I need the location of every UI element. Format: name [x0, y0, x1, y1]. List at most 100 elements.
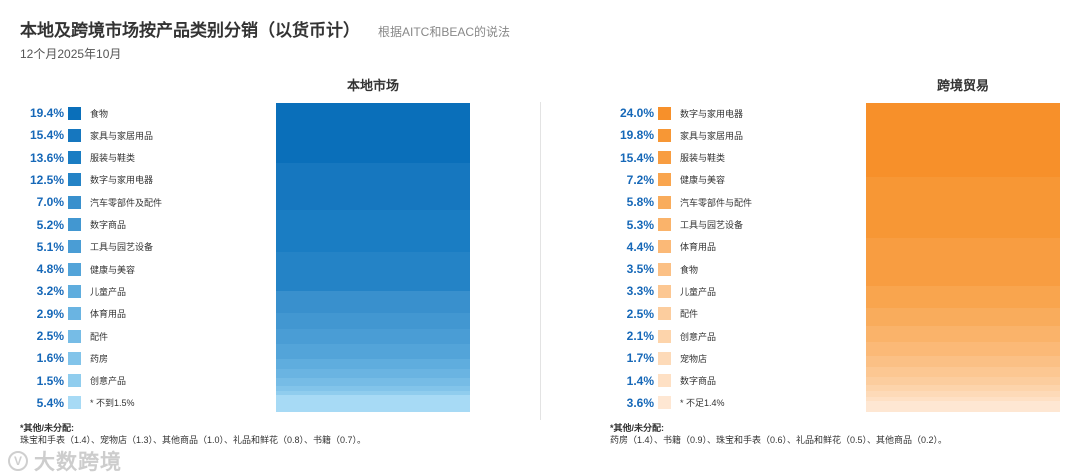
local-other-note: *其他/未分配: 珠宝和手表（1.4）、宠物店（1.3）、其他商品（1.0）、礼…	[20, 422, 380, 446]
local-percent-label: 7.0%	[36, 195, 64, 210]
cross-border-percent-label: 3.3%	[626, 284, 654, 299]
cross-border-legend-row: 7.2% 健康与美容	[610, 169, 725, 191]
local-percent-label: 15.4%	[29, 128, 64, 143]
local-percent-label: 19.4%	[29, 106, 64, 120]
local-category-label: 药房	[90, 353, 109, 364]
cross-border-bar-segment	[866, 377, 1060, 386]
local-category-label: 家具与家居用品	[90, 130, 154, 141]
local-bar-segment	[276, 290, 470, 314]
local-bar-segment	[276, 390, 470, 396]
local-category-label: 儿童产品	[90, 286, 127, 297]
cross-border-percent-label: 7.2%	[626, 172, 654, 187]
cross-border-legend-swatch	[658, 396, 671, 410]
cross-border-legend-swatch	[658, 284, 671, 298]
page-title: 本地及跨境市场按产品类别分销（以货币计）	[20, 21, 360, 40]
cross-border-legend-swatch	[658, 173, 671, 187]
local-legend-row: 4.8% 健康与美容	[20, 258, 135, 280]
cross-border-legend-row: 1.4% 数字商品	[610, 370, 716, 392]
local-percent-label: 5.4%	[36, 395, 64, 410]
local-legend-swatch	[68, 173, 81, 187]
cross-border-percent-label: 2.5%	[626, 306, 654, 321]
local-legend-swatch	[68, 329, 81, 343]
local-percent-label: 12.5%	[29, 172, 64, 187]
local-category-label: 健康与美容	[90, 264, 136, 275]
cross-border-legend-row: 2.5% 配件	[610, 303, 698, 325]
cross-border-percent-label: 15.4%	[619, 150, 654, 165]
cross-border-percent-label: 3.6%	[626, 395, 654, 410]
local-category-label: 创意产品	[90, 376, 127, 387]
cross-border-category-label: 数字商品	[680, 376, 717, 387]
cross-border-percent-label: 4.4%	[626, 239, 654, 254]
local-category-label: 工具与园艺设备	[90, 242, 154, 253]
cross-border-percent-label: 1.7%	[626, 351, 654, 366]
local-legend-swatch	[68, 240, 81, 254]
local-category-label: 服装与鞋类	[90, 153, 136, 164]
cross-border-legend-row: 3.5% 食物	[610, 258, 698, 280]
cross-border-legend-swatch	[658, 329, 671, 343]
local-category-label: 食物	[90, 108, 109, 119]
local-legend-swatch	[68, 106, 81, 120]
local-category-label: 数字商品	[90, 220, 127, 230]
cross-border-category-label: 配件	[680, 309, 699, 320]
cross-border-percent-label: 19.8%	[619, 128, 654, 143]
local-percent-label: 5.2%	[36, 217, 64, 232]
local-legend-swatch	[68, 351, 81, 365]
local-bar-segment	[276, 385, 470, 392]
local-legend-swatch	[68, 128, 81, 142]
local-other-note-title: *其他/未分配:	[20, 423, 75, 433]
cross-border-other-note: *其他/未分配: 药房（1.4）、书籍（0.9）、珠宝和手表（0.6）、礼品和鲜…	[610, 422, 950, 446]
local-legend-swatch	[68, 218, 81, 231]
local-percent-label: 13.6%	[29, 150, 64, 165]
local-market-title: 本地市场	[346, 78, 399, 93]
cross-border-legend-swatch	[658, 195, 671, 209]
local-legend-row: 7.0% 汽车零部件及配件	[20, 191, 162, 213]
watermark: V 大数跨境	[8, 446, 122, 474]
cross-border-legend-row: 4.4% 体育用品	[610, 236, 716, 258]
cross-border-bar-segment	[866, 384, 1060, 392]
cross-border-category-label: 工具与园艺设备	[680, 220, 744, 230]
local-bar-segment	[276, 395, 470, 413]
cross-border-bar-segment	[866, 308, 1060, 327]
local-legend-row: 13.6% 服装与鞋类	[20, 147, 135, 169]
local-percent-label: 1.5%	[36, 373, 64, 388]
local-legend-swatch	[68, 396, 81, 410]
cross-border-percent-label: 1.4%	[626, 373, 654, 388]
cross-border-legend-row: 15.4% 服装与鞋类	[610, 147, 725, 169]
local-legend-row: 19.4% 食物	[20, 102, 108, 124]
cross-border-category-label: * 不足1.4%	[680, 398, 725, 409]
panel-divider	[540, 102, 541, 420]
cross-border-category-label: 家具与家居用品	[680, 130, 744, 141]
cross-border-other-note-title: *其他/未分配:	[610, 423, 665, 433]
cross-border-legend-row: 3.3% 儿童产品	[610, 280, 716, 302]
cross-border-legend-swatch	[658, 106, 671, 120]
local-percent-label: 2.5%	[36, 329, 64, 343]
local-market-panel: 本地市场 19.4% 食物 15.4% 家具与家居用品 13.6% 服装与鞋类 12.5% 数…	[20, 72, 480, 422]
local-bar-segment	[276, 162, 470, 211]
local-legend-row: 5.2% 数字商品	[20, 214, 126, 236]
cross-border-legend-swatch	[658, 151, 671, 165]
local-percent-label: 4.8%	[36, 262, 64, 277]
local-legend-swatch	[68, 262, 81, 276]
cross-border-legend-row: 19.8% 家具与家居用品	[610, 124, 743, 146]
cross-border-category-label: 创意产品	[680, 331, 717, 342]
cross-border-category-label: 食物	[680, 264, 699, 275]
cross-border-title: 跨境贸易	[936, 78, 989, 93]
cross-border-legend-swatch	[658, 128, 671, 142]
cross-border-bar-segment	[866, 342, 1060, 357]
local-legend-swatch	[68, 307, 81, 321]
cross-border-category-label: 儿童产品	[680, 286, 717, 297]
local-category-label: 汽车零部件及配件	[90, 197, 163, 208]
local-legend-row: 15.4% 家具与家居用品	[20, 124, 153, 146]
cross-border-percent-label: 5.3%	[626, 217, 654, 232]
local-category-label: * 不到1.5%	[90, 398, 135, 409]
local-legend-row: 1.5% 创意产品	[20, 370, 126, 392]
local-legend-row: 5.1% 工具与园艺设备	[20, 236, 153, 258]
cross-border-bar-segment	[866, 356, 1060, 368]
title-row: 本地及跨境市场按产品类别分销（以货币计） 根据AITC和BEAC的说法	[20, 16, 510, 41]
cross-border-percent-label: 5.8%	[626, 195, 654, 210]
local-bar-segment	[276, 369, 470, 379]
cross-border-bar-segment	[866, 326, 1060, 343]
cross-border-legend-row: 1.7% 宠物店	[610, 347, 707, 369]
local-bar-segment	[276, 344, 470, 360]
cross-border-legend-row: 5.3% 工具与园艺设备	[610, 214, 743, 236]
